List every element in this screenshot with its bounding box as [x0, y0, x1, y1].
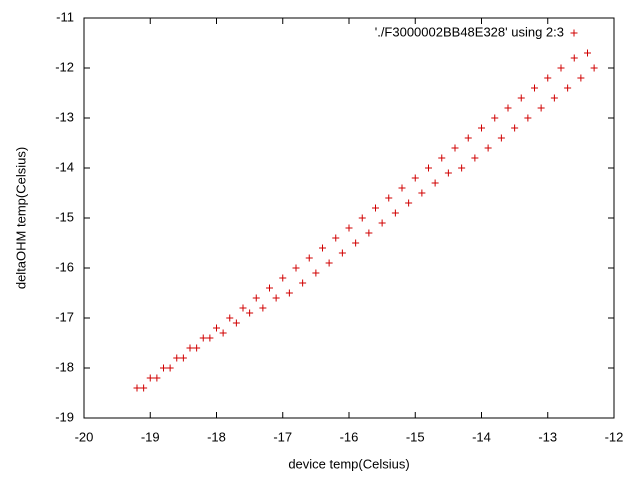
point — [179, 354, 187, 362]
point — [140, 384, 148, 392]
plot-border — [83, 17, 615, 419]
legend-marker — [570, 29, 578, 37]
point — [332, 234, 340, 242]
point — [398, 184, 406, 192]
y-tick-label: -14 — [55, 159, 74, 174]
point — [385, 194, 393, 202]
point — [372, 204, 379, 212]
point — [378, 219, 386, 227]
point — [186, 344, 194, 352]
point — [252, 294, 260, 302]
x-tick-label: -15 — [406, 429, 425, 444]
y-tick-label: -17 — [55, 309, 74, 324]
point — [246, 309, 254, 317]
point — [285, 289, 293, 297]
point — [173, 354, 181, 362]
point — [259, 304, 267, 312]
point — [305, 254, 313, 262]
point — [266, 284, 273, 292]
point — [166, 364, 174, 372]
point — [537, 104, 545, 112]
point — [391, 209, 399, 217]
point — [517, 94, 525, 102]
point — [146, 374, 154, 382]
y-tick-label: -11 — [56, 9, 74, 24]
point — [352, 239, 360, 247]
point — [345, 224, 353, 232]
point — [299, 279, 307, 287]
point — [226, 314, 234, 322]
point — [444, 169, 452, 177]
point — [411, 174, 419, 182]
x-axis-label: device temp(Celsius) — [288, 456, 409, 471]
point — [418, 189, 426, 197]
point — [531, 84, 538, 92]
x-tick-label: -16 — [340, 429, 359, 444]
point — [405, 199, 413, 207]
point — [544, 74, 552, 82]
y-axis-label: deltaOHM temp(Celsius) — [13, 147, 28, 289]
y-tick-label: -15 — [55, 209, 74, 224]
point — [431, 179, 439, 187]
point — [199, 334, 207, 342]
point — [564, 84, 572, 92]
point — [550, 94, 558, 102]
point — [193, 344, 201, 352]
point — [478, 124, 485, 132]
point — [438, 154, 446, 162]
point — [160, 364, 167, 372]
x-tick-label: -14 — [472, 429, 491, 444]
point — [292, 264, 300, 272]
x-tick-label: -20 — [75, 429, 94, 444]
point — [312, 269, 320, 277]
x-tick-label: -19 — [141, 429, 160, 444]
y-tick-label: -18 — [55, 359, 74, 374]
point — [325, 259, 333, 267]
point — [272, 294, 280, 302]
point — [491, 114, 499, 122]
point — [484, 144, 492, 152]
point — [458, 164, 466, 172]
point — [577, 74, 585, 82]
y-tick-label: -16 — [55, 259, 74, 274]
point — [471, 154, 479, 162]
point — [279, 274, 287, 282]
point — [133, 384, 141, 392]
x-tick-label: -17 — [273, 429, 292, 444]
point — [239, 304, 247, 312]
point — [213, 324, 220, 332]
point — [425, 164, 432, 172]
point — [590, 64, 598, 72]
point — [219, 329, 227, 337]
point — [206, 334, 214, 342]
x-tick-label: -12 — [605, 429, 624, 444]
x-tick-label: -13 — [538, 429, 557, 444]
point — [365, 229, 373, 237]
y-tick-label: -13 — [55, 109, 74, 124]
y-tick-label: -19 — [55, 409, 74, 424]
point — [319, 244, 326, 252]
x-tick-label: -18 — [207, 429, 226, 444]
point — [338, 249, 346, 257]
point — [570, 54, 578, 62]
point — [232, 319, 240, 327]
point — [497, 134, 505, 142]
y-tick-label: -12 — [55, 59, 74, 74]
point — [358, 214, 366, 222]
point — [451, 144, 459, 152]
point — [153, 374, 161, 382]
point — [504, 104, 512, 112]
legend-label: './F3000002BB48E328' using 2:3 — [375, 24, 564, 39]
point — [524, 114, 532, 122]
point — [464, 134, 472, 142]
point — [557, 64, 565, 72]
point — [511, 124, 519, 132]
point — [584, 49, 591, 57]
